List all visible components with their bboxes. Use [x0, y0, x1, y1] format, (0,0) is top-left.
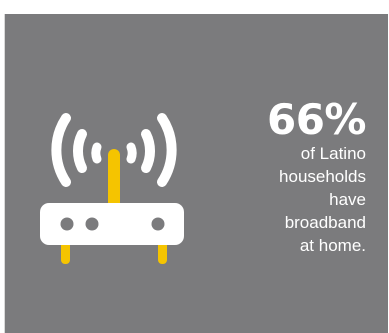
- stat-description-line: at home.: [299, 236, 366, 255]
- stat-description: of Latino households have broadband at h…: [196, 142, 366, 257]
- stat-description-line: broadband: [284, 213, 366, 232]
- top-strip: [0, 0, 389, 14]
- stat-description-line: have: [329, 190, 366, 209]
- stat-block: 66% of Latino households have broadband …: [196, 95, 367, 257]
- stat-description-line: of Latino: [300, 144, 366, 163]
- stat-card: 66% of Latino households have broadband …: [4, 14, 388, 333]
- stat-value: 66%: [266, 95, 367, 144]
- stat-description-line: households: [279, 167, 366, 186]
- wifi-router-icon: [40, 113, 184, 264]
